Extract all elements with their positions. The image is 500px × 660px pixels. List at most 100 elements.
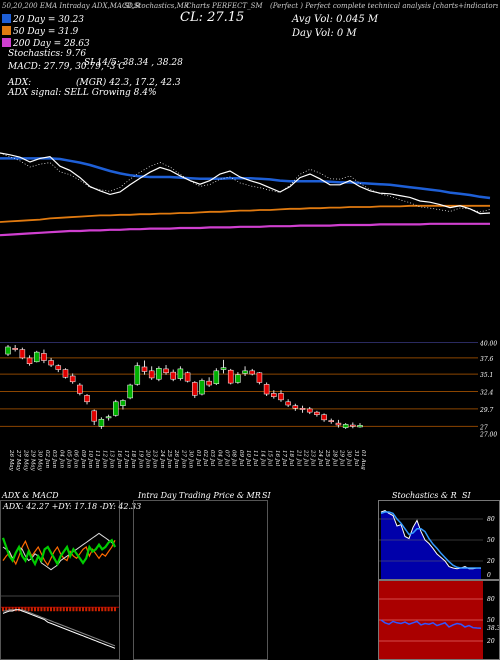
date-tick-label: 05 Jun <box>65 450 71 468</box>
macd-histogram-bar <box>94 607 97 612</box>
candle-body <box>235 374 241 383</box>
candle-body <box>148 370 155 379</box>
adx-macd-title: ADX & MACD <box>2 491 59 500</box>
date-tick-label: 12 Jun <box>101 450 107 468</box>
date-tick-label: 08 Jul <box>231 450 237 466</box>
price-levels <box>0 341 478 427</box>
candle-body <box>62 369 69 378</box>
candle-body <box>69 375 76 383</box>
date-tick-label: 17 Jul <box>281 450 287 466</box>
stochastics-panel: 80 50 20 0 <box>378 500 500 580</box>
candle-body <box>105 416 112 419</box>
stoch-tick-label: 20 <box>486 558 495 565</box>
price-tick-label: 35.1 <box>480 372 493 379</box>
macd-histogram-bar <box>27 607 30 612</box>
date-tick-label: 30 Jun <box>188 450 194 468</box>
candle-body <box>184 372 191 382</box>
macd-histogram-bar <box>50 607 52 612</box>
adx-series-plusdy <box>1 537 116 567</box>
macd-histogram-bar <box>104 607 107 612</box>
candle-body <box>321 414 327 421</box>
intraday-title: Intra Day Trading Price & MR <box>138 491 261 500</box>
macd-histogram-bar <box>53 607 56 612</box>
adx-readout: ADX: 42.27 +DY: 17.18 -DY: 42.33 <box>3 502 142 511</box>
candle-body <box>199 380 205 395</box>
date-tick-label: 04 Jul <box>216 450 222 466</box>
ema-layer <box>0 152 491 237</box>
macd-histogram-bar <box>43 607 46 612</box>
stoch-fill <box>381 510 481 579</box>
date-tick-label: 16 Jun <box>116 450 122 468</box>
price-tick-label: 32.4 <box>480 389 494 396</box>
candle-body <box>242 370 248 374</box>
day-volume: Day Vol: 0 M <box>292 28 357 39</box>
date-tick-label: 16 Jul <box>274 450 280 466</box>
stoch-tick-label: 80 <box>487 516 495 523</box>
candle-body <box>98 418 105 427</box>
candle-body <box>12 348 18 350</box>
date-tick-label: 28 May <box>22 449 28 472</box>
macd-histogram-bar <box>46 607 49 612</box>
date-tick-label: 11 Jun <box>94 450 100 468</box>
rsi-tick-label: 20 <box>486 638 495 645</box>
candle-body <box>33 351 40 363</box>
adx-macd-panel: ADX: 42.27 +DY: 17.18 -DY: 42.33 <box>0 500 141 660</box>
price-tick-label: 27.00 <box>479 431 497 438</box>
candle-body <box>77 384 83 394</box>
macd-series-signal <box>3 609 116 647</box>
date-tick-label: 28 Jul <box>331 449 337 466</box>
rsi-tick-label: 80 <box>487 596 495 603</box>
date-tick-label: 06 Jun <box>73 450 79 468</box>
candle-body <box>192 382 198 396</box>
candle-body <box>84 395 90 403</box>
candle-body <box>299 408 306 410</box>
stoch-tick-label: 0 <box>487 572 491 579</box>
macd-histogram-bar <box>107 607 110 612</box>
ema200-legend: 200 Day = 28.63 <box>2 38 90 49</box>
candles <box>5 345 363 429</box>
rsi-line <box>380 619 482 629</box>
macd-histogram-bar <box>30 607 33 612</box>
date-tick-label: 15 Jul <box>267 450 273 466</box>
date-tick-label: 22 Jul <box>303 449 309 466</box>
candle-body <box>127 384 133 399</box>
candle-body <box>249 370 255 375</box>
price-tick-label: 29.7 <box>479 407 494 414</box>
candle-body <box>48 360 54 366</box>
price-tick-label: 40.00 <box>479 340 497 347</box>
macd-histogram-bar <box>88 607 91 612</box>
stochastics-readout: Stochastics: 9.76 <box>8 49 87 59</box>
date-tick-label: 01 Aug <box>360 450 366 470</box>
date-tick-label: 29 Jul <box>338 449 344 466</box>
candle-body <box>91 410 97 422</box>
price-tick-label: 27 <box>479 424 488 431</box>
stochastics-chart: 80 50 20 0 <box>379 510 495 579</box>
date-tick-label: 20 Jun <box>144 449 150 468</box>
header-left-small: 50,20,200 EMA Intraday ADX,MACD,R <box>2 2 141 10</box>
date-tick-label: 09 Jul <box>238 450 244 466</box>
date-tick-label: 25 Jun <box>166 449 172 468</box>
macd-histogram-bar <box>82 607 84 612</box>
candle-body <box>263 384 270 395</box>
candle-body <box>306 408 313 413</box>
candle-body <box>141 366 148 372</box>
date-tick-label: 10 Jun <box>87 450 93 468</box>
stoch-title: Stochastics & R <box>392 491 457 500</box>
candle-body <box>220 367 227 370</box>
date-tick-label: 02 Jun <box>44 450 50 468</box>
macd-histogram-bar <box>75 607 78 612</box>
date-tick-label: 07 Jul <box>224 450 230 466</box>
candle-body <box>285 401 291 406</box>
date-tick-label: 27 Jun <box>180 449 186 468</box>
rsi-readout: SI 14/5: 38.34 , 38.28 <box>84 58 183 68</box>
ema20-legend: 20 Day = 30.23 <box>2 14 84 25</box>
macd-histogram-bar <box>59 607 62 612</box>
date-tick-label: 11 Jul <box>252 450 258 466</box>
candle-body <box>26 357 33 364</box>
date-tick-label: 09 Jun <box>80 450 86 468</box>
macd-histogram-bar <box>110 607 113 612</box>
candle-body <box>170 371 176 380</box>
